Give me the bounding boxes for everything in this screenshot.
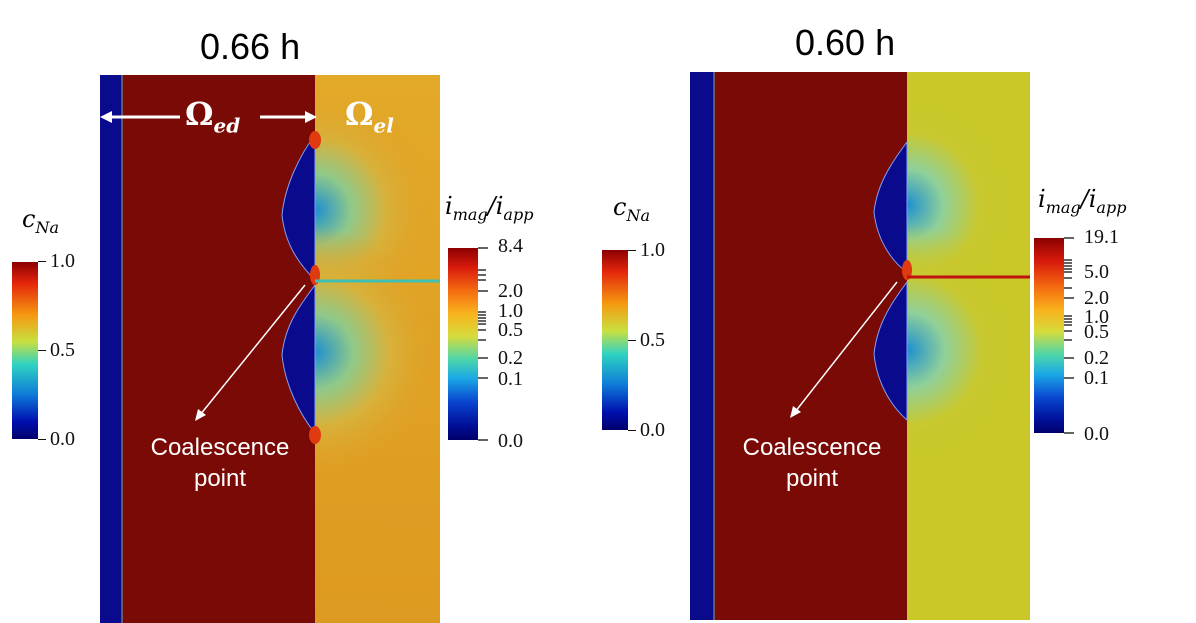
panel1-imag-colorbar	[448, 248, 478, 440]
panel1-imag-tick-6: 0.0	[498, 430, 523, 452]
panel2-imag-tick-4: 0.5	[1084, 321, 1109, 343]
panel1-electrolyte-domain-label: Ωel	[345, 95, 394, 138]
panel2-cna-label: cNa	[613, 193, 650, 225]
panel2-cna-tick-mid: 0.5	[640, 329, 665, 351]
panel2-imag-tick-3: 1.0	[1084, 306, 1109, 328]
panel2-cna-tick-max: 1.0	[640, 239, 665, 261]
panel1-depleted-layer	[100, 75, 122, 623]
panel2-imag-label: imag/iapp	[1038, 185, 1127, 217]
panel1-imag-tick-2: 1.0	[498, 300, 523, 322]
panel2-depleted-layer	[690, 72, 714, 620]
panel2-time-label: 0.60 h	[795, 22, 896, 63]
panel2-cna-colorbar	[602, 250, 628, 430]
panel2-imag-ticks	[1064, 237, 1074, 434]
panel1-cna-tick-mid: 0.5	[50, 339, 75, 361]
panel2-imag-colorbar	[1034, 238, 1064, 433]
panel2-imag-tick-0: 19.1	[1084, 226, 1119, 248]
panel2-dendrite-bottom	[873, 280, 908, 422]
panel1-imag-label: imag/iapp	[445, 192, 534, 224]
panel2-cna-tick-min: 0.0	[640, 419, 665, 441]
panel1-concentration-field	[100, 75, 440, 623]
panel2-concentration-field	[690, 72, 1030, 620]
panel2-imag-tick-1: 5.0	[1084, 261, 1109, 283]
panel1-cna-tick-max: 1.0	[50, 250, 75, 272]
panel2-dendrite-top	[873, 140, 908, 273]
panel1-cna-tick-min: 0.0	[50, 428, 75, 450]
panel2-coalescence-annotation: Coalescence point	[742, 434, 882, 492]
panel2-imag-tick-2: 2.0	[1084, 287, 1109, 309]
panel1-electrode-domain-label: Ωed	[185, 95, 241, 138]
panel1-cna-label: cNa	[22, 205, 59, 237]
panel1-time-label: 0.66 h	[200, 26, 301, 67]
panel1-imag-tick-3: 0.5	[498, 319, 523, 341]
panel1-imag-ticks	[478, 247, 488, 441]
panel1-imag-tick-1: 2.0	[498, 280, 523, 302]
panel2-imag-tick-5: 0.2	[1084, 347, 1109, 369]
panel1-imag-tick-5: 0.1	[498, 368, 523, 390]
panel2-imag-tick-6: 0.1	[1084, 367, 1109, 389]
panel2-imag-tick-7: 0.0	[1084, 423, 1109, 445]
panel1-dendrite-bottom	[281, 283, 316, 435]
panel1-dendrite-top	[281, 133, 316, 282]
panel1-coalescence-annotation: Coalescence point	[150, 434, 290, 492]
panel1-imag-tick-0: 8.4	[498, 235, 523, 257]
panel1-cna-colorbar	[12, 262, 38, 439]
panel1-imag-tick-4: 0.2	[498, 347, 523, 369]
